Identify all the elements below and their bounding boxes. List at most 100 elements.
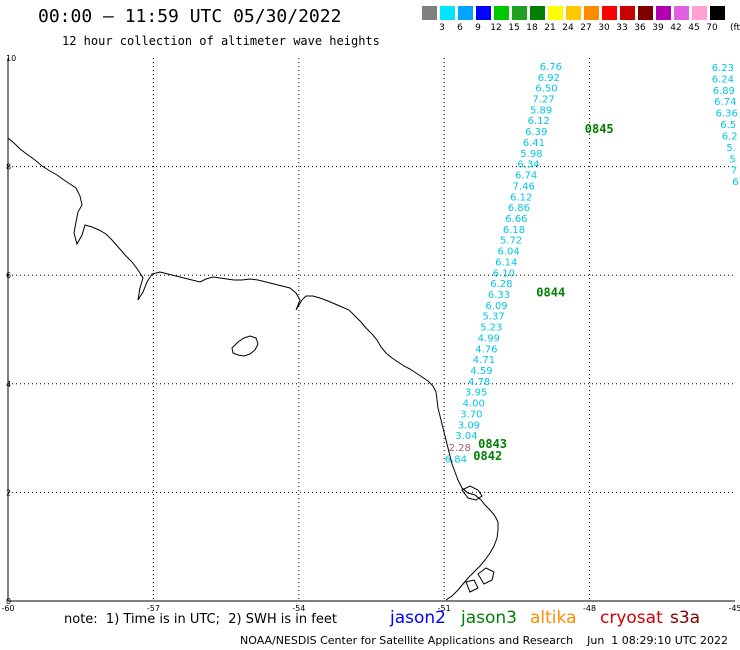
wave-height-label: 6.89	[713, 86, 735, 97]
x-tick-label: -45	[728, 604, 740, 613]
y-tick-label: 2	[6, 488, 11, 497]
units-note: note: 1) Time is in UTC; 2) SWH is in fe…	[64, 612, 337, 627]
pass-time-label: 0845	[585, 122, 614, 136]
wave-height-label: 5.	[726, 143, 736, 154]
pass-time-label: 0842	[473, 449, 502, 463]
legend-swatch	[512, 6, 527, 20]
wave-height-label: 6.2	[722, 131, 738, 142]
wave-height-label: 5.37	[483, 312, 505, 323]
wave-height-label: 6.84	[445, 455, 467, 466]
legend-value: 15	[508, 23, 520, 33]
x-tick-label: -48	[583, 604, 596, 613]
satellite-s3a: s3a	[670, 608, 701, 628]
wave-height-label: 6.41	[523, 138, 545, 149]
legend-value: 3	[439, 23, 445, 33]
legend-swatch	[530, 6, 545, 20]
wave-height-label: 6.74	[714, 97, 736, 108]
legend-value: 24	[562, 23, 574, 33]
wave-height-label: 6.5	[720, 120, 736, 131]
wave-height-label: 7.27	[532, 95, 554, 106]
legend-swatch	[674, 6, 689, 20]
altimeter-tracks: 6.766.926.507.275.896.126.396.415.986.34…	[445, 62, 739, 466]
satellite-cryosat: cryosat	[600, 608, 663, 628]
wave-height-label: 4.71	[473, 355, 495, 366]
wave-height-label: 4.00	[463, 399, 485, 410]
satellite-jason2: jason2	[390, 608, 446, 628]
y-tick-label: 0	[6, 597, 11, 606]
legend-value: 36	[634, 23, 646, 33]
legend-value: 9	[475, 23, 481, 33]
wave-height-label: 3.09	[458, 420, 480, 431]
legend-value: 27	[580, 23, 592, 33]
y-tick-label: 8	[6, 163, 11, 172]
wave-height-label: 7.46	[513, 181, 535, 192]
wave-height-label: 6.34	[517, 160, 539, 171]
legend-value: 6	[457, 23, 463, 33]
legend-swatch	[710, 6, 725, 20]
legend-value: 12	[490, 23, 502, 33]
legend-swatch	[584, 6, 599, 20]
x-tick-label: -51	[438, 604, 451, 613]
wave-height-label: 6.28	[490, 279, 512, 290]
wave-height-label: 4.59	[470, 366, 492, 377]
x-tick-label: -57	[147, 604, 160, 613]
legend-value: 21	[544, 23, 556, 33]
legend-value: 30	[598, 23, 610, 33]
wave-height-label: 3.04	[455, 431, 477, 442]
wave-height-label: 6.76	[540, 62, 562, 73]
y-tick-label: 4	[6, 380, 11, 389]
pass-time-label: 0843	[478, 437, 507, 451]
wave-height-label: 6.24	[712, 74, 734, 85]
legend-swatch	[476, 6, 491, 20]
wave-height-label: 4.76	[475, 344, 497, 355]
y-tick-label: 10	[6, 54, 16, 63]
wave-height-label: 6.18	[503, 225, 525, 236]
map-subtitle: 12 hour collection of altimeter wave hei…	[62, 34, 380, 48]
coastline	[7, 137, 499, 601]
legend-swatch	[440, 6, 455, 20]
pass-time-label: 0844	[536, 285, 565, 299]
coastline-island	[231, 335, 259, 357]
wave-height-label: 6.12	[528, 116, 550, 127]
y-tick-label: 6	[6, 271, 11, 280]
legend-swatch	[494, 6, 509, 20]
wave-height-label: 6.74	[515, 171, 537, 182]
wave-height-label: 2.28	[449, 443, 471, 454]
coastline-delta-islands	[461, 485, 495, 593]
wave-height-label: 6.04	[498, 247, 520, 258]
wave-height-label: 5.23	[480, 323, 502, 334]
wave-height-label: 3.70	[460, 409, 482, 420]
map-title: 00:00 – 11:59 UTC 05/30/2022	[38, 6, 342, 27]
axis-tick-labels: -60 -57 -54 -51 -48 -45 0 2 4 6 8 10	[1, 54, 740, 613]
legend-value: 42	[670, 23, 682, 33]
lat-lon-grid	[7, 58, 735, 602]
legend-value: 70	[706, 23, 718, 33]
wave-height-label: 6.36	[716, 109, 738, 120]
legend-unit: (ft)	[730, 23, 740, 33]
wave-height-label: 3.95	[465, 388, 487, 399]
wave-height-label: 5.89	[530, 105, 552, 116]
legend-value: 39	[652, 23, 664, 33]
wave-height-label: 6.33	[488, 290, 510, 301]
coastline-mainland	[7, 137, 499, 601]
wave-height-label: 7	[731, 166, 737, 177]
legend-swatch	[692, 6, 707, 20]
legend-value: 18	[526, 23, 538, 33]
legend-swatch	[422, 6, 437, 20]
wave-height-label: 6.12	[510, 192, 532, 203]
wave-height-label: 5.72	[500, 236, 522, 247]
legend-swatch	[548, 6, 563, 20]
wave-height-label: 6.39	[525, 127, 547, 138]
legend-swatch	[620, 6, 635, 20]
satellite-altika: altika	[530, 608, 577, 628]
legend-swatch	[458, 6, 473, 20]
x-tick-label: -60	[1, 604, 14, 613]
wave-height-label: 6.86	[508, 203, 530, 214]
credit-line: NOAA/NESDIS Center for Satellite Applica…	[240, 634, 728, 647]
legend-value: 45	[688, 23, 700, 33]
wave-height-label: 6.14	[495, 257, 517, 268]
satellite-jason3: jason3	[461, 608, 517, 628]
wave-height-label: 4.78	[468, 377, 490, 388]
legend-swatch	[566, 6, 581, 20]
wave-height-label: 6.09	[485, 301, 507, 312]
